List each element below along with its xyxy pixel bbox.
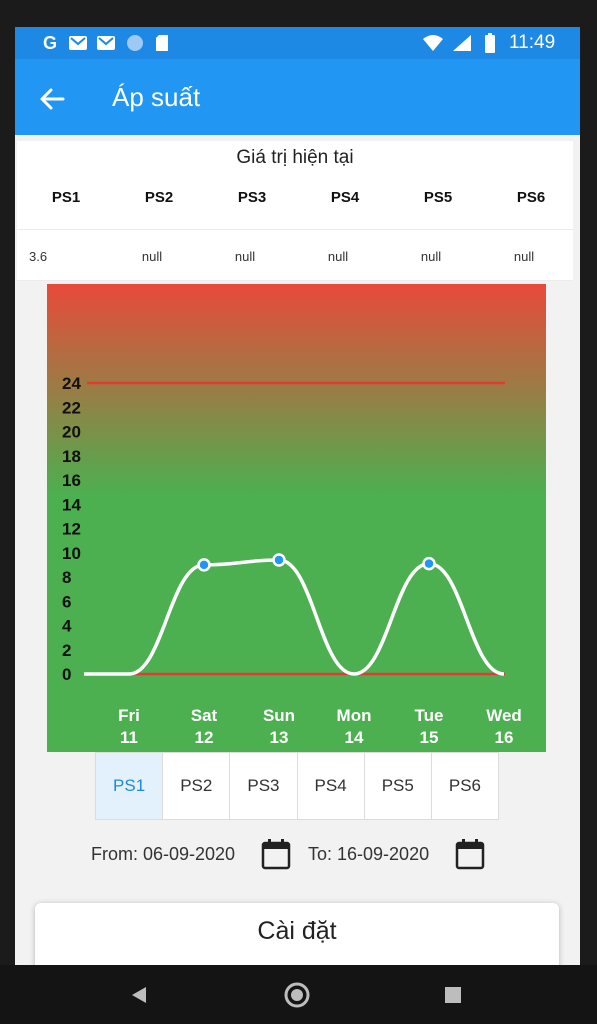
page-title: Áp suất	[112, 82, 201, 112]
phone-screen: G 11:49 Áp suất	[15, 27, 580, 965]
row-divider	[17, 229, 573, 230]
sd-card-icon	[153, 33, 171, 53]
y-tick-label: 22	[62, 398, 81, 417]
y-tick-label: 12	[62, 520, 81, 539]
header-ps5: PS5	[423, 189, 453, 206]
x-tick-label: Fri 11	[118, 706, 140, 747]
x-tick-label: Sat 12	[191, 706, 218, 747]
y-tick-label: 8	[62, 568, 71, 587]
navigation-bar	[0, 965, 597, 1024]
data-point-4[interactable]	[422, 556, 436, 571]
y-tick-label: 24	[62, 374, 81, 393]
calendar-icon	[455, 839, 485, 870]
header-ps4: PS4	[330, 189, 360, 206]
current-values-table: Giá trị hiện tại PS1 PS2 PS3 PS4 PS5 PS6…	[17, 141, 573, 281]
back-button[interactable]	[33, 79, 73, 119]
header-ps1: PS1	[51, 189, 81, 206]
calendar-icon	[261, 839, 291, 870]
triangle-back-icon	[132, 987, 146, 1003]
table-title: Giá trị hiện tại	[236, 147, 354, 168]
data-point-2[interactable]	[272, 553, 286, 567]
series-line	[84, 558, 505, 676]
from-date[interactable]: From: 06-09-2020	[91, 844, 236, 864]
tab-ps6[interactable]: PS6	[448, 776, 482, 795]
tab-ps5[interactable]: PS5	[365, 753, 432, 819]
tab-ps1[interactable]: PS1	[96, 753, 164, 819]
y-tick-label: 4	[62, 617, 72, 636]
sensor-tabs: PS1 PS2 PS3 PS4 PS5 PS6	[95, 752, 499, 820]
square-recents-icon	[445, 987, 461, 1003]
date-range: From: 06-09-2020 To: 16-09-2020	[15, 830, 580, 880]
tab-ps4[interactable]: PS4	[298, 753, 365, 819]
circle-icon	[125, 33, 145, 53]
x-tick-label: Wed 16	[486, 706, 522, 747]
settings-card[interactable]: Cài đặt	[35, 903, 559, 965]
y-tick-label: 10	[62, 544, 81, 563]
header-ps2: PS2	[144, 189, 174, 206]
tab-ps3[interactable]: PS3	[230, 753, 298, 819]
gmail-icon	[67, 33, 89, 53]
value-ps6: null	[513, 249, 535, 264]
header-ps6: PS6	[516, 189, 546, 206]
data-point-1[interactable]	[197, 558, 211, 572]
y-tick-label: 16	[62, 471, 81, 490]
nav-home-button[interactable]	[281, 979, 313, 1011]
header-ps3: PS3	[237, 189, 267, 206]
x-tick-label: Mon 14	[337, 706, 372, 747]
value-ps1: 3.6	[29, 249, 48, 264]
battery-icon	[483, 33, 497, 53]
nav-recents-button[interactable]	[437, 979, 469, 1011]
row-divider	[17, 280, 573, 281]
app-bar: Áp suất	[15, 59, 580, 135]
value-ps2: null	[141, 249, 163, 264]
y-tick-label: 14	[62, 495, 81, 514]
main-content: Giá trị hiện tại PS1 PS2 PS3 PS4 PS5 PS6…	[15, 135, 580, 965]
status-time: 11:49	[509, 32, 556, 53]
y-tick-label: 20	[62, 423, 81, 442]
value-ps5: null	[420, 249, 442, 264]
settings-title: Cài đặt	[257, 917, 337, 945]
y-tick-label: 6	[62, 592, 71, 611]
value-ps3: null	[234, 249, 256, 264]
y-tick-label: 0	[62, 665, 71, 684]
chart-background	[47, 284, 546, 752]
from-calendar-button[interactable]	[261, 838, 291, 870]
pressure-chart: 0 2 4 6 8 10 12 14 16 18 20 22 24 Fri 11 Sat 12 Sun 13 Mon…	[47, 284, 546, 752]
y-tick-label: 2	[62, 641, 71, 660]
nav-back-button[interactable]	[124, 979, 156, 1011]
x-tick-label: Sun 13	[263, 706, 295, 747]
google-icon: G	[42, 32, 57, 53]
value-ps4: null	[327, 249, 349, 264]
x-tick-label: Tue 15	[415, 706, 444, 747]
home-circle-icon	[284, 982, 310, 1008]
status-bar: G 11:49	[15, 27, 580, 59]
tab-ps2[interactable]: PS2	[163, 753, 231, 819]
y-tick-label: 18	[62, 447, 81, 466]
gmail-icon	[95, 33, 117, 53]
to-calendar-button[interactable]	[455, 838, 485, 870]
back-arrow-icon	[40, 88, 65, 110]
to-date[interactable]: To: 16-09-2020	[308, 844, 430, 864]
signal-icon	[451, 33, 473, 53]
wifi-icon	[421, 33, 445, 53]
